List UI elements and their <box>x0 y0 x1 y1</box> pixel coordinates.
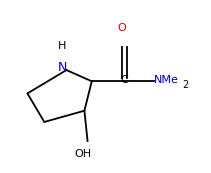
Text: O: O <box>118 23 126 33</box>
Text: 2: 2 <box>183 80 189 90</box>
Text: H: H <box>58 41 66 51</box>
Text: NMe: NMe <box>154 75 179 85</box>
Text: C: C <box>121 75 128 85</box>
Text: OH: OH <box>75 149 92 159</box>
Text: N: N <box>58 61 67 74</box>
